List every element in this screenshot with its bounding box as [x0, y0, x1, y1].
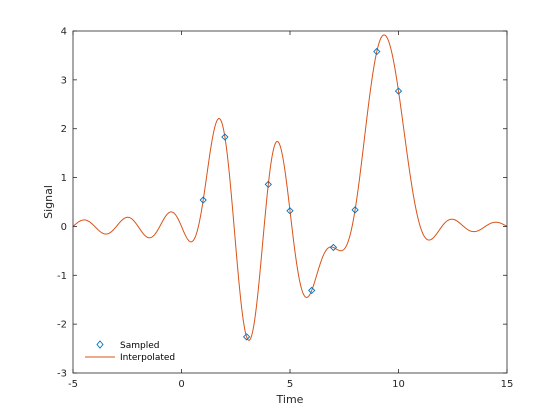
- x-tick-label: 15: [501, 379, 514, 390]
- sampled-point: [286, 207, 294, 215]
- sampled-point: [329, 243, 338, 252]
- legend-interpolated-label: Interpolated: [120, 353, 175, 363]
- x-tick-label: 10: [392, 379, 405, 390]
- y-tick-label: 0: [61, 222, 67, 233]
- x-tick-label: 5: [287, 379, 293, 390]
- sampled-markers-layer: [199, 47, 403, 341]
- legend-sampled-marker: [96, 340, 104, 349]
- y-tick-label: 1: [61, 173, 67, 184]
- sampled-point: [199, 196, 207, 204]
- sampled-point: [308, 286, 316, 295]
- y-tick-label: -1: [57, 271, 67, 282]
- y-tick-label: 2: [61, 124, 67, 135]
- x-axis-label: Time: [276, 393, 304, 406]
- interpolated-line: [72, 34, 508, 341]
- sampled-point: [373, 47, 381, 56]
- y-tick-label: -2: [57, 320, 67, 331]
- x-tick-label: -5: [68, 379, 78, 390]
- y-axis-label: Signal: [42, 185, 55, 219]
- sampled-point: [221, 133, 229, 141]
- sampled-point: [242, 333, 251, 341]
- sampled-point: [394, 87, 403, 95]
- plot-area: [73, 31, 507, 373]
- sampled-point: [351, 206, 359, 214]
- y-tick-label: 4: [61, 27, 67, 38]
- y-tick-label: -3: [57, 369, 67, 380]
- y-tick-label: 3: [61, 75, 67, 86]
- sampled-point: [264, 180, 272, 189]
- axis-ticks: -5 0 5 10 15 -3 -2 -1 0 1 2 3 4: [57, 27, 513, 391]
- legend-box: [80, 337, 188, 367]
- x-tick-label: 0: [178, 379, 184, 390]
- legend: Sampled Interpolated: [80, 337, 188, 367]
- legend-sampled-label: Sampled: [120, 341, 159, 351]
- interpolated-curve-layer: [72, 34, 508, 341]
